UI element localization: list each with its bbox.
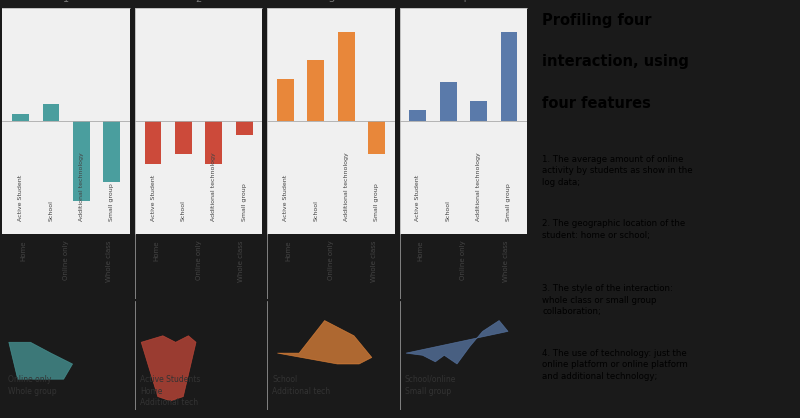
Text: Small group: Small group	[110, 183, 114, 221]
Text: Home: Home	[21, 241, 26, 261]
Polygon shape	[141, 336, 196, 401]
Text: 3. The style of the interaction:
whole class or small group
collaboration;: 3. The style of the interaction: whole c…	[542, 284, 673, 316]
Bar	[338, 32, 354, 121]
Text: Home: Home	[286, 241, 291, 261]
Text: Online only: Online only	[196, 241, 202, 280]
Text: 2. The geographic location of the
student: home or school;: 2. The geographic location of the studen…	[542, 219, 686, 240]
Polygon shape	[406, 321, 508, 364]
Bar	[145, 121, 162, 163]
Text: Active Student: Active Student	[283, 174, 288, 221]
Bar	[368, 121, 385, 154]
Bar	[470, 101, 487, 121]
Text: 1: 1	[63, 0, 70, 4]
Text: Online only: Online only	[461, 241, 466, 280]
Bar	[501, 32, 518, 121]
Text: 3: 3	[328, 0, 334, 4]
Text: Active Student: Active Student	[150, 174, 155, 221]
Text: Whole class: Whole class	[370, 241, 377, 282]
Text: Home: Home	[418, 241, 424, 261]
Text: Small group: Small group	[374, 183, 379, 221]
Bar	[103, 121, 120, 182]
Text: Whole class: Whole class	[106, 241, 112, 282]
Text: 1. The average amount of online
activity by students as show in the
log data;: 1. The average amount of online activity…	[542, 155, 693, 186]
Polygon shape	[9, 342, 73, 379]
Text: School: School	[314, 200, 318, 221]
Text: 2: 2	[195, 0, 202, 4]
Text: Online only
Whole group: Online only Whole group	[7, 375, 56, 396]
Text: Additional technology: Additional technology	[476, 152, 481, 221]
Text: Whole class: Whole class	[238, 241, 244, 282]
Bar	[73, 121, 90, 201]
Text: 4: 4	[460, 0, 466, 4]
Bar	[236, 121, 253, 135]
Text: Active Student: Active Student	[415, 174, 420, 221]
Text: Additional technology: Additional technology	[79, 152, 84, 221]
Text: Profiling four: Profiling four	[542, 13, 652, 28]
Polygon shape	[278, 321, 372, 364]
Text: School: School	[49, 200, 54, 221]
Text: Online only: Online only	[328, 241, 334, 280]
Text: four features: four features	[542, 96, 651, 111]
Text: Small group: Small group	[506, 183, 511, 221]
Text: School/online
Small group: School/online Small group	[405, 375, 456, 396]
Text: Active Students
Home
Additional tech: Active Students Home Additional tech	[140, 375, 200, 408]
Text: Additional technology: Additional technology	[344, 152, 349, 221]
Text: interaction, using: interaction, using	[542, 54, 689, 69]
Text: Small group: Small group	[242, 183, 246, 221]
Text: School
Additional tech: School Additional tech	[272, 375, 330, 396]
Bar	[206, 121, 222, 163]
Bar	[175, 121, 192, 154]
Text: 4. The use of technology: just the
online platform or online platform
and additi: 4. The use of technology: just the onlin…	[542, 349, 688, 381]
Bar	[410, 110, 426, 121]
Bar	[440, 82, 457, 121]
Bar	[307, 60, 324, 121]
Text: Home: Home	[153, 241, 159, 261]
Text: School: School	[181, 200, 186, 221]
Text: Active Student: Active Student	[18, 174, 23, 221]
Text: Additional technology: Additional technology	[211, 152, 216, 221]
Text: Whole class: Whole class	[503, 241, 509, 282]
Text: Online only: Online only	[63, 241, 70, 280]
Bar	[277, 79, 294, 121]
Bar	[42, 104, 59, 121]
Text: School: School	[446, 200, 450, 221]
Bar	[12, 114, 29, 121]
